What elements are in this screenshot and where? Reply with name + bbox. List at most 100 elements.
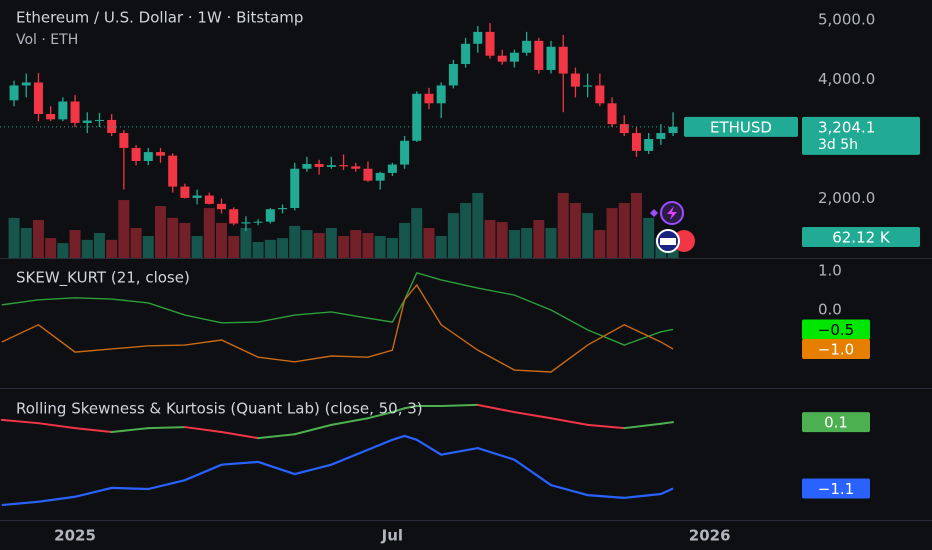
- candle-body: [607, 103, 617, 125]
- plot-area: [0, 22, 680, 507]
- y-tick-label: 5,000.0: [818, 10, 875, 28]
- candle-body: [424, 93, 434, 104]
- volume-bar: [557, 192, 569, 258]
- line-segment: [366, 411, 394, 420]
- candle-body: [229, 209, 239, 224]
- volume-bar: [643, 217, 655, 258]
- last-price-box: [802, 116, 920, 155]
- candle-body: [253, 221, 263, 223]
- volume-bar: [569, 203, 581, 258]
- volume-bar: [338, 236, 350, 258]
- x-tick-label: Jul: [381, 527, 403, 545]
- volume-bar: [399, 222, 411, 258]
- line-segment: [403, 405, 418, 410]
- volume-bar: [203, 208, 215, 258]
- x-tick-label: 2026: [689, 527, 731, 545]
- symbol-label: ETHUSD: [710, 118, 772, 136]
- candle-body: [448, 64, 458, 86]
- line-segment: [293, 423, 333, 436]
- volume-bar: [154, 206, 166, 258]
- volume-bar: [472, 192, 484, 258]
- line-segment: [586, 423, 626, 430]
- y-tick-label: 1.0: [818, 261, 842, 279]
- volume-bar: [521, 227, 533, 258]
- last-value-label: 0.1: [824, 414, 848, 432]
- line-segment: [74, 427, 113, 434]
- line-segment: [623, 422, 662, 430]
- event-icon[interactable]: [656, 229, 695, 253]
- line-segment: [476, 403, 516, 414]
- candle-body: [631, 133, 641, 151]
- last-value-label: −0.5: [818, 321, 854, 339]
- candle-body: [473, 31, 483, 44]
- volume-bar: [350, 230, 362, 258]
- candle-body: [351, 166, 361, 169]
- y-tick-label: 2,000.0: [818, 189, 875, 207]
- line-segment: [513, 411, 553, 420]
- line-segment: [0, 418, 40, 425]
- candle-body: [656, 133, 666, 139]
- candle-body: [70, 101, 80, 123]
- candle-body: [534, 40, 544, 70]
- candle-body: [180, 186, 190, 198]
- volume-bar: [411, 208, 423, 258]
- volume-bar: [374, 236, 386, 258]
- candle-body: [558, 46, 568, 74]
- candle-body: [619, 124, 629, 134]
- volume-bar: [69, 230, 81, 258]
- line: [1, 283, 674, 373]
- candle-body: [33, 82, 43, 115]
- y-tick-label: 0.0: [818, 300, 842, 318]
- volume-bar: [301, 230, 313, 258]
- candle-body: [107, 119, 117, 134]
- candle-body: [412, 93, 422, 141]
- last-value-label-box: [802, 319, 870, 340]
- last-value-label-box: [802, 338, 870, 359]
- y-tick-label: 4,000.0: [818, 70, 875, 88]
- volume-bar: [106, 239, 118, 258]
- volume-bar: [545, 227, 557, 258]
- candle-body: [119, 133, 129, 148]
- line-segment: [550, 417, 589, 426]
- candle-body: [290, 168, 300, 209]
- candle-body: [461, 43, 471, 65]
- candle-body: [21, 82, 31, 86]
- volume-bar: [533, 219, 545, 258]
- candle-body: [570, 73, 580, 87]
- line-segment: [330, 417, 369, 426]
- candle-body: [436, 85, 446, 104]
- event-icon[interactable]: [650, 201, 684, 225]
- volume-bar: [228, 236, 240, 258]
- volume-bar: [93, 233, 105, 258]
- volume-bar: [594, 230, 606, 258]
- candle-body: [546, 46, 556, 70]
- line-segment: [37, 422, 77, 430]
- line-segment: [391, 407, 406, 414]
- volume-bar: [142, 236, 154, 258]
- candle-body: [326, 165, 336, 167]
- volume-bar: [496, 222, 508, 258]
- candle-body: [58, 101, 68, 120]
- candle-body: [143, 152, 153, 162]
- line-segment: [147, 426, 186, 430]
- volume-bar: [191, 236, 203, 258]
- volume-last-label-box: [802, 227, 920, 247]
- candle-body: [241, 222, 251, 224]
- volume-bar: [57, 243, 69, 258]
- candle-body: [339, 165, 349, 167]
- volume-title: Vol · ETH: [16, 32, 78, 48]
- last-value-label: −1.1: [818, 480, 854, 498]
- candle-body: [497, 55, 507, 62]
- candle-body: [387, 164, 397, 173]
- volume-bar: [32, 219, 44, 258]
- symbol-box: [684, 116, 798, 137]
- volume-bar: [325, 227, 337, 258]
- line-segment: [440, 403, 479, 408]
- candle-body: [314, 163, 324, 167]
- candle-body: [278, 208, 288, 210]
- volume-bar: [277, 238, 289, 258]
- volume-bar: [447, 213, 459, 258]
- candle-body: [302, 163, 312, 169]
